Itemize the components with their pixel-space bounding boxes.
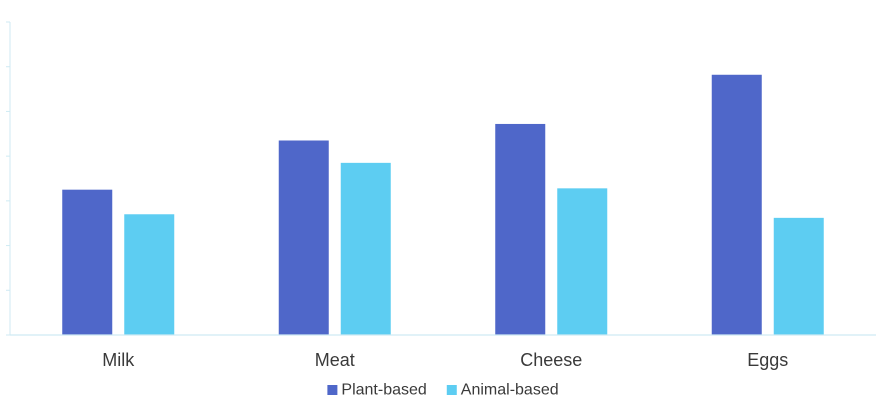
bar-cheese-plant-based (495, 123, 546, 335)
legend-label: Animal-based (461, 382, 559, 399)
bar-meat-animal-based (340, 162, 391, 335)
bar-milk-plant-based (62, 189, 113, 335)
legend-label: Plant-based (341, 382, 426, 399)
x-tick-label: Cheese (520, 350, 582, 370)
legend-swatch (327, 385, 338, 395)
bar-meat-plant-based (278, 140, 329, 335)
bar-eggs-animal-based (773, 217, 824, 335)
x-tick-label: Milk (102, 350, 135, 370)
x-tick-label: Eggs (747, 350, 788, 370)
bar-cheese-animal-based (557, 188, 608, 335)
legend: Plant-based Animal-based (327, 382, 559, 399)
bars-group (62, 74, 824, 336)
x-axis-labels: Milk Meat Cheese Eggs (102, 350, 788, 370)
bar-milk-animal-based (124, 214, 175, 335)
bar-eggs-plant-based (711, 74, 762, 336)
legend-swatch (446, 385, 457, 395)
x-tick-label: Meat (315, 350, 355, 370)
y-axis-ticks (6, 21, 10, 336)
